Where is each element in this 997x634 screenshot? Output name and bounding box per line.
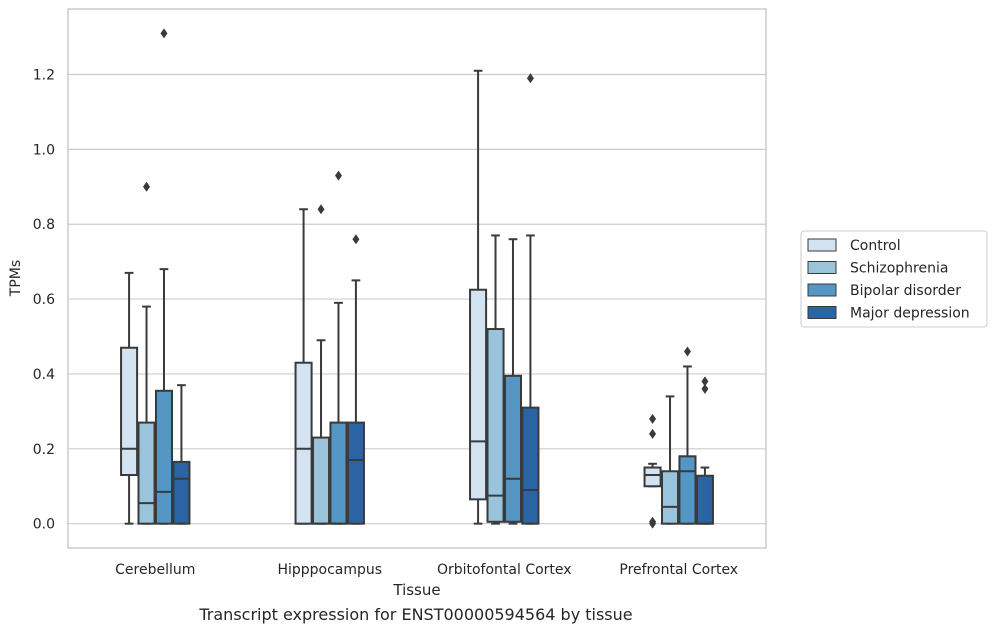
box-iqr [329,421,348,525]
legend-label: Major depression [850,306,970,322]
box-iqr [154,389,174,525]
outlier-point [526,73,534,84]
box-control [643,413,662,529]
y-tick-label: 0.2 [33,442,55,458]
outlier-point [649,413,657,424]
box-iqr [346,421,365,525]
box-iqr [120,346,139,477]
outlier-point [649,428,657,439]
outlier-point [334,170,342,181]
box-major-depression [521,73,540,525]
box-iqr [469,288,488,501]
legend-swatch [807,261,837,274]
box-bipolar-disorder [329,170,348,525]
box-iqr [311,436,331,525]
box-control [294,208,313,525]
x-tick-label: Prefrontal Cortex [619,562,738,578]
x-tick-labels: Cerebellum Hipppocampus Orbitofontal Corte… [115,562,738,578]
legend-swatch [807,283,837,297]
box-iqr [521,406,540,525]
box-control [120,271,139,525]
box-major-depression [695,376,714,525]
legend-label: Control [850,238,901,254]
box-major-depression [346,234,365,525]
box-iqr [486,328,505,523]
x-axis-label: Tissue [392,581,440,599]
box-series [120,28,714,529]
legend-swatch [807,238,837,252]
box-iqr [294,361,313,525]
box-bipolar-disorder [678,346,697,525]
box-iqr [643,466,662,488]
y-tick-label: 0.8 [33,217,55,233]
legend-label: Schizophrenia [850,261,948,277]
outlier-point [701,383,709,394]
outlier-point [649,518,657,529]
y-axis-label: TPMs [8,260,24,297]
plot-frame [67,8,767,549]
legend: Control Schizophrenia Bipolar disorder Majo… [800,230,988,328]
box-iqr [695,474,714,525]
grid-lines [68,73,766,525]
box-iqr [678,455,697,525]
box-bipolar-disorder [503,238,523,525]
box-iqr [137,421,156,525]
figure-caption: Transcript expression for ENST0000059456… [199,605,633,624]
outlier-point [701,376,709,387]
box-iqr [172,460,191,525]
box-schizophrenia [660,395,680,525]
box-bipolar-disorder [154,28,174,525]
box-control [469,69,488,525]
y-tick-label: 1.2 [33,68,55,84]
legend-label: Bipolar disorder [850,283,961,299]
outlier-point [352,234,360,245]
box-iqr [660,470,680,525]
legend-swatch [807,306,837,319]
box-schizophrenia [486,234,505,525]
y-tick-labels: 0.0 0.2 0.4 0.6 0.8 1.0 1.2 [33,68,55,533]
box-major-depression [172,384,191,525]
box-schizophrenia [311,204,331,525]
outlier-point [317,204,325,215]
outlier-point [160,28,168,39]
x-tick-label: Orbitofontal Cortex [437,562,572,578]
x-tick-label: Cerebellum [115,562,195,578]
outlier-point [143,181,151,192]
legend-items: Control Schizophrenia Bipolar disorder Majo… [807,238,970,322]
box-iqr [503,374,523,523]
y-tick-label: 0.4 [33,367,55,383]
y-tick-label: 0.0 [33,517,55,533]
legend-frame [800,230,988,328]
outlier-point [683,346,691,357]
x-tick-label: Hipppocampus [277,562,382,578]
y-tick-label: 1.0 [33,142,55,158]
box-schizophrenia [137,181,156,525]
y-tick-label: 0.6 [33,292,55,308]
